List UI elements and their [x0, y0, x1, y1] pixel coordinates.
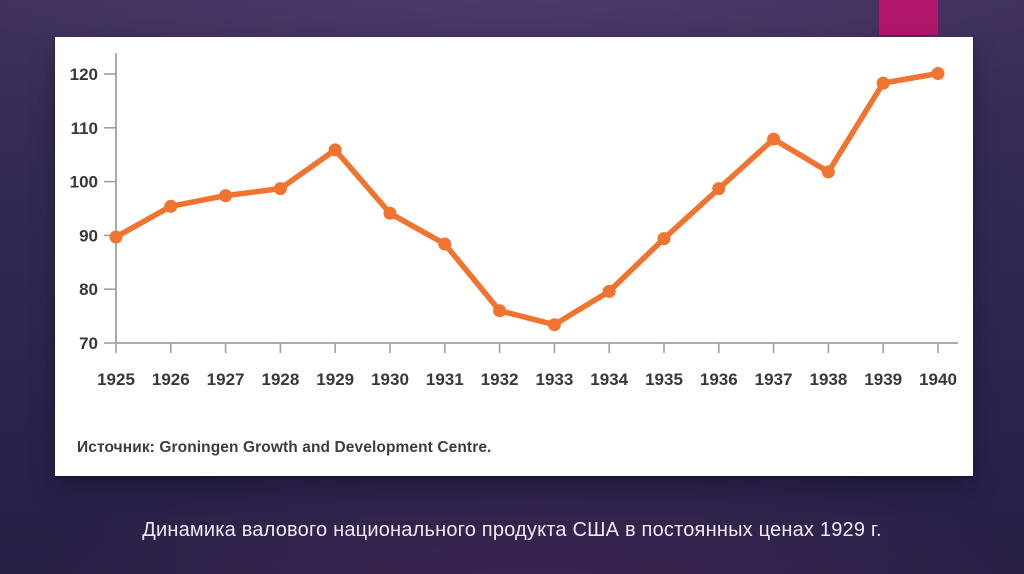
data-point [109, 230, 123, 244]
data-point [547, 318, 561, 332]
x-tick-label: 1940 [919, 370, 957, 389]
data-point [219, 189, 233, 203]
x-tick-label: 1930 [371, 370, 409, 389]
x-tick-label: 1931 [426, 370, 464, 389]
chart-source-text: Источник: Groningen Growth and Developme… [77, 439, 492, 456]
x-tick-label: 1925 [97, 370, 135, 389]
data-point [712, 182, 726, 196]
y-tick-label: 110 [71, 119, 98, 138]
gnp-series-line [113, 70, 941, 328]
y-axis: 70 80 90 100 110 120 [70, 65, 116, 353]
chart-card: 70 80 90 100 110 120 1925 1926 1927 1928 1929 1930 1… [55, 37, 973, 476]
data-point [657, 232, 671, 246]
data-point [876, 76, 890, 90]
x-axis: 1925 1926 1927 1928 1929 1930 1931 1932 1933 1934… [97, 343, 957, 389]
data-point [328, 143, 342, 157]
x-tick-label: 1936 [700, 370, 738, 389]
y-tick-label: 70 [79, 334, 98, 353]
x-tick-label: 1928 [261, 370, 299, 389]
x-tick-label: 1935 [645, 370, 683, 389]
slide-caption: Динамика валового национального продукта… [142, 519, 882, 541]
data-point [164, 199, 178, 213]
accent-rectangle [879, 0, 938, 35]
x-tick-label: 1926 [152, 370, 190, 389]
data-point [931, 67, 945, 80]
x-tick-label: 1933 [535, 370, 573, 389]
data-point [767, 132, 781, 146]
data-point [493, 304, 507, 318]
y-tick-label: 80 [79, 280, 98, 299]
data-point [438, 237, 452, 251]
x-tick-label: 1937 [755, 370, 793, 389]
x-tick-label: 1929 [316, 370, 354, 389]
y-tick-label: 100 [70, 173, 98, 192]
y-tick-label: 90 [79, 226, 98, 245]
x-tick-label: 1934 [590, 370, 628, 389]
x-tick-label: 1939 [864, 370, 902, 389]
x-tick-label: 1927 [207, 370, 245, 389]
y-tick-label: 120 [70, 65, 98, 84]
x-tick-label: 1932 [481, 370, 519, 389]
data-point [273, 182, 287, 196]
data-point [602, 284, 616, 298]
data-point [383, 206, 397, 220]
x-tick-label: 1938 [809, 370, 847, 389]
data-point [821, 165, 835, 179]
data-points [109, 67, 945, 332]
